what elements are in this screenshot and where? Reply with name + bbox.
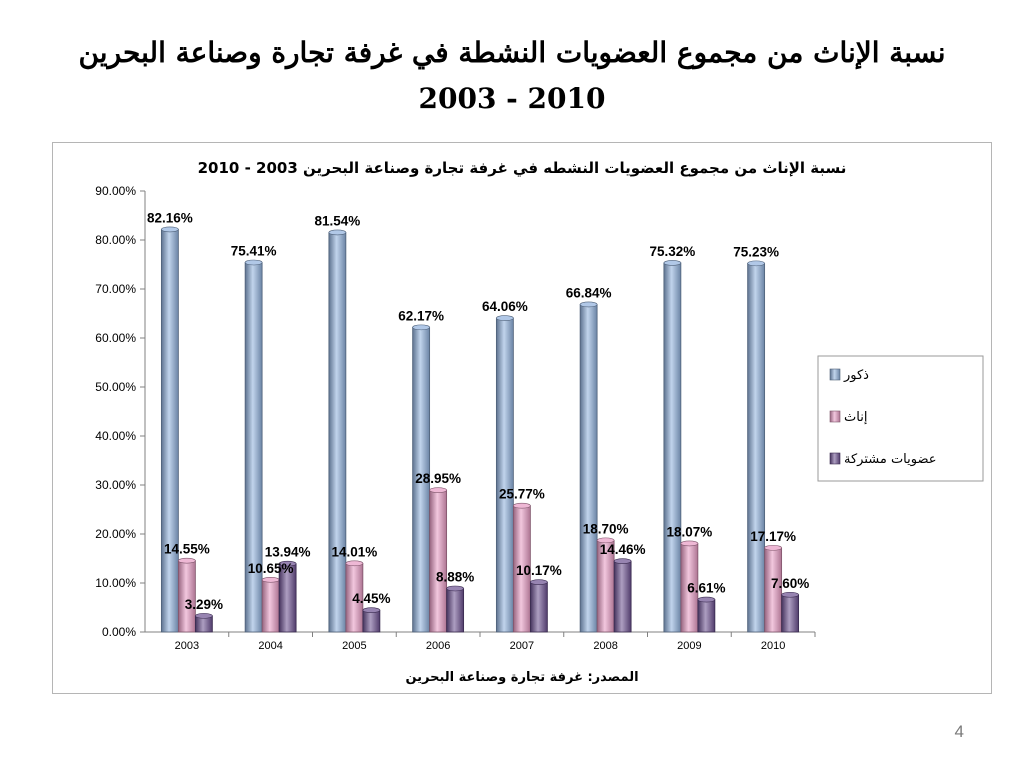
bar-cap xyxy=(596,537,615,544)
y-tick-label: 20.00% xyxy=(95,527,136,541)
y-tick-label: 90.00% xyxy=(95,184,136,198)
bar-cap xyxy=(781,591,799,598)
bar-1-2004 xyxy=(261,579,280,633)
legend-swatch xyxy=(829,410,841,423)
bar-cap xyxy=(178,557,196,564)
bar-cap xyxy=(663,260,682,266)
data-label: 81.54% xyxy=(314,213,360,228)
bar-0-2007 xyxy=(495,317,514,633)
y-tick-label: 30.00% xyxy=(95,478,136,492)
x-tick-label: 2003 xyxy=(175,640,199,652)
slide-title-line-1: نسبة الإناث من مجموع العضويات النشطة في … xyxy=(78,36,946,69)
data-label: 8.88% xyxy=(436,569,474,584)
bar-0-2009 xyxy=(663,262,682,633)
bar-cap xyxy=(613,558,632,564)
data-label: 10.17% xyxy=(516,563,562,578)
bar-cap xyxy=(680,540,699,547)
x-tick-label: 2007 xyxy=(510,640,534,652)
bar-cap xyxy=(345,560,364,567)
data-label: 17.17% xyxy=(750,529,796,544)
bar-cap xyxy=(161,226,179,233)
bar-cap xyxy=(244,259,263,266)
legend-label: ذكور xyxy=(843,368,869,383)
chart-source: المصدر: غرفة تجارة وصناعة البحرين xyxy=(405,670,638,685)
x-tick-label: 2004 xyxy=(258,640,282,652)
data-label: 75.23% xyxy=(733,244,779,259)
bar-cap xyxy=(579,301,598,308)
slide-title: نسبة الإناث من مجموع العضويات النشطة في … xyxy=(0,30,1024,122)
x-tick-label: 2009 xyxy=(677,640,701,652)
y-tick-label: 80.00% xyxy=(95,233,136,247)
chart-title: نسبة الإناث من مجموع العضويات النشطه في … xyxy=(198,159,847,177)
data-label: 18.70% xyxy=(583,521,629,536)
data-label: 62.17% xyxy=(398,308,444,323)
data-label: 82.16% xyxy=(147,210,193,225)
legend-swatch xyxy=(829,452,841,465)
x-tick-label: 2010 xyxy=(761,640,785,652)
y-tick-label: 50.00% xyxy=(95,380,136,394)
page-number: 4 xyxy=(954,722,964,741)
bar-0-2003 xyxy=(160,229,179,633)
data-label: 4.45% xyxy=(352,591,390,606)
bar-2-2008 xyxy=(613,560,632,633)
x-tick-label: 2005 xyxy=(342,640,366,652)
bar-2-2009 xyxy=(697,599,716,633)
bar-cap xyxy=(513,502,531,509)
data-label: 7.60% xyxy=(771,576,809,591)
bar-chart: نسبة الإناث من مجموع العضويات النشطه في … xyxy=(95,159,984,685)
bar-cap xyxy=(446,585,464,592)
bar-0-2008 xyxy=(579,304,598,633)
legend-label: إناث xyxy=(844,410,867,425)
bar-2-2005 xyxy=(362,609,381,633)
bar-cap xyxy=(328,229,347,236)
bar-cap xyxy=(747,260,765,267)
bar-0-2004 xyxy=(244,262,263,633)
bar-cap xyxy=(496,315,514,321)
data-label: 25.77% xyxy=(499,487,545,502)
bar-2-2006 xyxy=(446,588,465,633)
legend-swatch xyxy=(829,368,841,381)
y-tick-label: 40.00% xyxy=(95,429,136,443)
bar-1-2006 xyxy=(429,489,448,633)
bar-0-2010 xyxy=(747,262,766,633)
data-label: 3.29% xyxy=(185,597,223,612)
bar-cap xyxy=(764,545,782,551)
x-tick-label: 2006 xyxy=(426,640,450,652)
y-tick-label: 60.00% xyxy=(95,331,136,345)
bar-cap xyxy=(412,324,430,331)
bar-cap xyxy=(261,577,280,583)
data-label: 64.06% xyxy=(482,299,528,314)
data-label: 66.84% xyxy=(566,285,612,300)
bar-cap xyxy=(530,579,548,585)
slide-title-line-2: 2003 - 2010 xyxy=(418,82,606,115)
y-tick-label: 70.00% xyxy=(95,282,136,296)
bar-cap xyxy=(697,596,716,603)
bar-cap xyxy=(362,607,381,613)
y-tick-label: 0.00% xyxy=(102,625,136,639)
bar-2-2010 xyxy=(781,594,800,633)
y-tick-label: 10.00% xyxy=(95,576,136,590)
data-label: 14.01% xyxy=(331,544,377,559)
data-label: 6.61% xyxy=(687,581,725,596)
data-label: 18.07% xyxy=(666,524,712,539)
bar-cap xyxy=(429,487,447,493)
bar-cap xyxy=(278,560,297,567)
bar-cap xyxy=(195,613,213,619)
bar-2-2007 xyxy=(529,581,548,633)
data-label: 75.41% xyxy=(231,243,277,258)
data-label: 14.46% xyxy=(600,542,646,557)
x-tick-label: 2008 xyxy=(593,640,617,652)
chart-frame: نسبة الإناث من مجموع العضويات النشطه في … xyxy=(52,142,992,694)
data-label: 75.32% xyxy=(649,244,695,259)
legend-label: عضويات مشتركة xyxy=(844,452,937,467)
data-label: 28.95% xyxy=(415,471,461,486)
bar-0-2005 xyxy=(328,232,347,633)
data-label: 13.94% xyxy=(265,545,311,560)
data-label: 10.65% xyxy=(248,561,294,576)
legend-box xyxy=(817,355,984,482)
data-label: 14.55% xyxy=(164,542,210,557)
